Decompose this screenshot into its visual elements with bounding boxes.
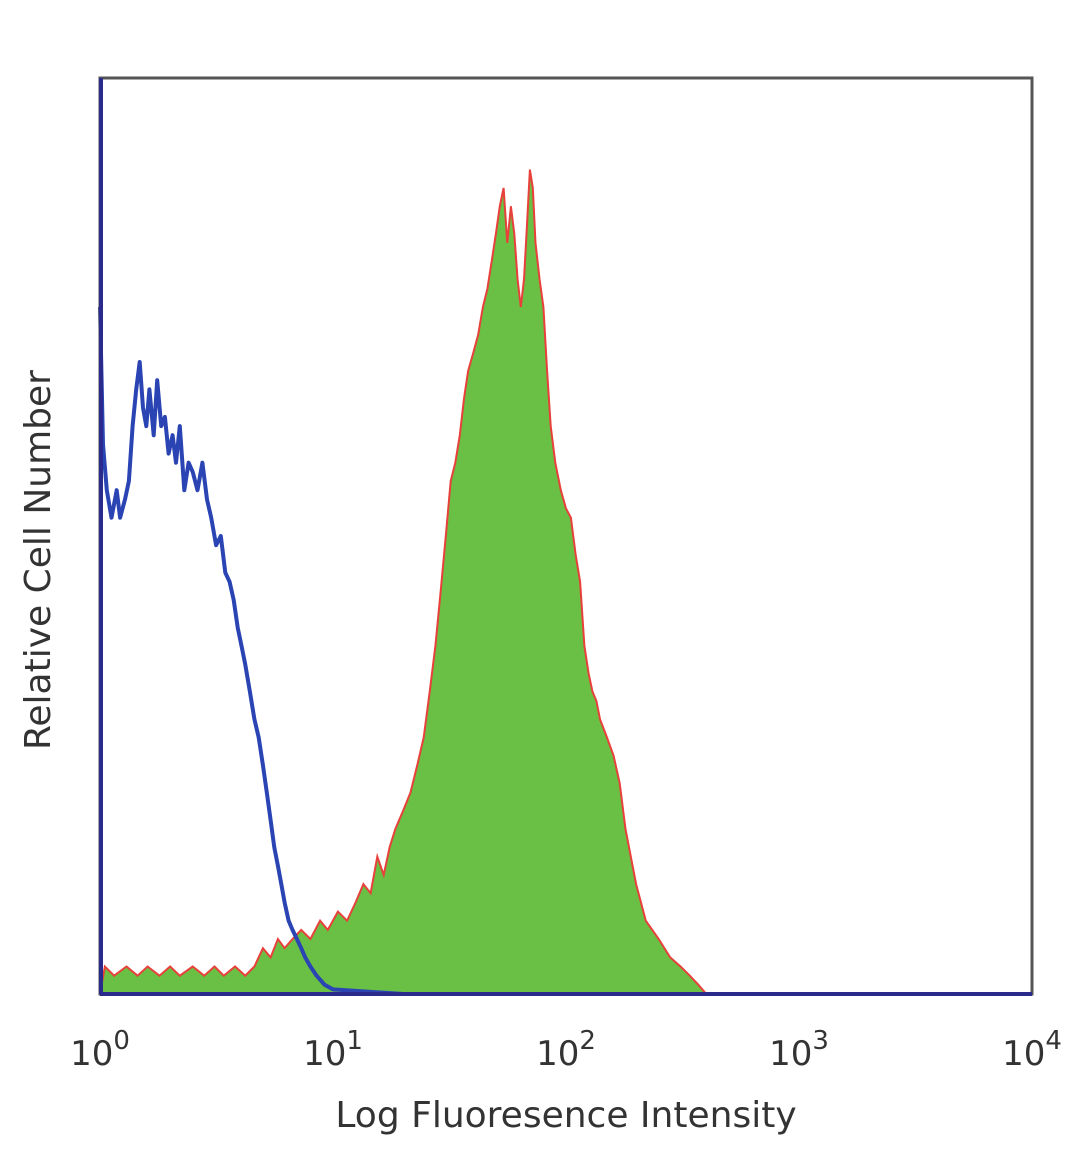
x-tick-labels: 100 101 102 103 104 (70, 1026, 1062, 1074)
x-tick-label: 101 (303, 1026, 363, 1074)
x-tick-label: 104 (1002, 1026, 1062, 1074)
stained-histogram-outline (99, 169, 708, 995)
x-tick-label: 102 (536, 1026, 596, 1074)
x-tick-label: 100 (70, 1026, 130, 1074)
control-histogram-line (98, 306, 1032, 996)
x-tick-label: 103 (769, 1026, 829, 1074)
stained-histogram-area (100, 169, 707, 995)
y-axis-title: Relative Cell Number (18, 370, 59, 750)
x-axis-title: Log Fluoresence Intensity (335, 1095, 796, 1136)
series-layer (98, 169, 1032, 996)
